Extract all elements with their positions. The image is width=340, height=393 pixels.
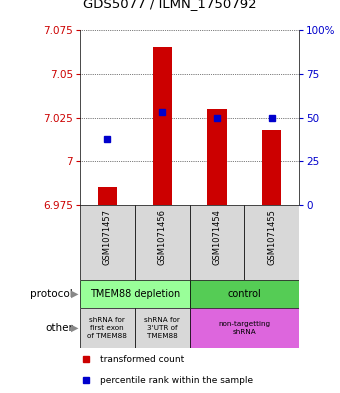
Text: GSM1071455: GSM1071455 <box>267 209 276 264</box>
Bar <box>244 205 299 280</box>
Text: ▶: ▶ <box>71 289 78 299</box>
Text: protocol: protocol <box>30 289 73 299</box>
Bar <box>190 205 244 280</box>
Bar <box>80 205 135 280</box>
Bar <box>80 280 190 308</box>
Text: non-targetting
shRNA: non-targetting shRNA <box>218 321 270 335</box>
Bar <box>262 130 282 205</box>
Text: other: other <box>45 323 73 333</box>
Bar <box>190 308 299 348</box>
Bar <box>153 48 172 205</box>
Text: GSM1071454: GSM1071454 <box>212 209 221 264</box>
Text: shRNA for
3'UTR of
TMEM88: shRNA for 3'UTR of TMEM88 <box>144 318 180 338</box>
Text: percentile rank within the sample: percentile rank within the sample <box>100 376 253 385</box>
Text: GSM1071456: GSM1071456 <box>158 209 167 265</box>
Text: control: control <box>227 289 261 299</box>
Text: GDS5077 / ILMN_1750792: GDS5077 / ILMN_1750792 <box>83 0 257 10</box>
Text: ▶: ▶ <box>71 323 78 333</box>
Bar <box>190 280 299 308</box>
Text: transformed count: transformed count <box>100 355 184 364</box>
Text: TMEM88 depletion: TMEM88 depletion <box>90 289 180 299</box>
Text: shRNA for
first exon
of TMEM88: shRNA for first exon of TMEM88 <box>87 318 127 338</box>
Bar <box>135 205 190 280</box>
Bar <box>80 308 135 348</box>
Bar <box>98 187 117 205</box>
Bar <box>207 109 226 205</box>
Text: GSM1071457: GSM1071457 <box>103 209 112 265</box>
Bar <box>135 308 190 348</box>
